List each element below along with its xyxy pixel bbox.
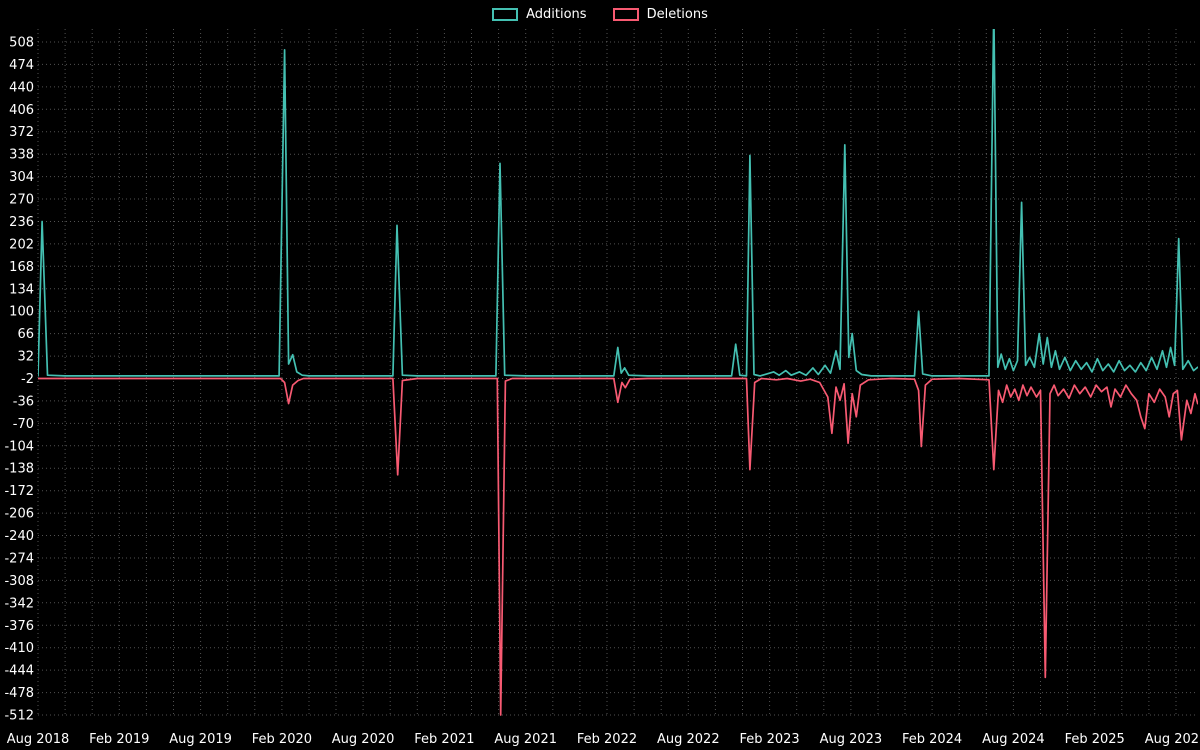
- y-tick-label: 66: [17, 327, 34, 342]
- x-tick-label: Aug 2025: [1145, 732, 1200, 747]
- y-tick-label: 236: [9, 215, 34, 230]
- y-tick-label: 440: [9, 80, 34, 95]
- y-tick-label: -70: [13, 417, 34, 432]
- y-tick-label: -376: [4, 619, 34, 634]
- x-tick-label: Feb 2024: [902, 732, 962, 747]
- x-tick-label: Feb 2019: [89, 732, 149, 747]
- y-tick-label: 406: [9, 103, 34, 118]
- y-tick-label: -2: [21, 372, 34, 387]
- legend-item-deletions: Deletions: [612, 7, 708, 22]
- y-tick-label: -478: [4, 686, 34, 701]
- y-tick-label: -104: [4, 439, 34, 454]
- x-tick-label: Aug 2023: [820, 732, 883, 747]
- deletions-line: [38, 377, 1198, 716]
- additions-swatch-icon: [492, 8, 519, 21]
- legend-label-additions: Additions: [526, 7, 587, 22]
- y-tick-label: -410: [4, 641, 34, 656]
- y-tick-label: -308: [4, 574, 34, 589]
- x-tick-label: Feb 2022: [577, 732, 637, 747]
- y-tick-label: -444: [4, 664, 34, 679]
- y-tick-label: 338: [9, 148, 34, 163]
- y-tick-label: -206: [4, 507, 34, 522]
- y-tick-label: -240: [4, 529, 34, 544]
- x-tick-label: Aug 2019: [169, 732, 232, 747]
- y-tick-label: 474: [9, 58, 34, 73]
- y-tick-label: 168: [9, 260, 34, 275]
- x-tick-label: Aug 2022: [657, 732, 720, 747]
- y-tick-label: -274: [4, 552, 34, 567]
- x-tick-label: Feb 2025: [1065, 732, 1125, 747]
- y-tick-label: 32: [17, 350, 34, 365]
- x-tick-label: Aug 2018: [7, 732, 70, 747]
- x-tick-label: Feb 2021: [414, 732, 474, 747]
- x-tick-label: Aug 2024: [982, 732, 1045, 747]
- x-tick-label: Feb 2023: [739, 732, 799, 747]
- legend-label-deletions: Deletions: [646, 7, 708, 22]
- y-tick-label: 372: [9, 125, 34, 140]
- x-tick-label: Aug 2020: [332, 732, 395, 747]
- y-tick-label: -138: [4, 462, 34, 477]
- deletions-swatch-icon: [612, 8, 639, 21]
- y-axis-labels: 508 474 440 406 372 338 304 270 236 202 168 134 100 6…: [4, 36, 34, 724]
- x-axis-labels: Aug 2018 Feb 2019 Aug 2019 Feb 2020 Aug 2020…: [7, 732, 1200, 747]
- y-tick-label: 304: [9, 170, 34, 185]
- y-tick-label: -36: [13, 394, 34, 409]
- y-tick-label: 134: [9, 282, 34, 297]
- y-tick-label: -512: [4, 709, 34, 724]
- y-tick-label: 202: [9, 237, 34, 252]
- legend-item-additions: Additions: [492, 7, 587, 22]
- y-tick-label: 270: [9, 193, 34, 208]
- chart-legend: Additions Deletions: [0, 7, 1200, 22]
- y-tick-label: 100: [9, 305, 34, 320]
- x-tick-label: Aug 2021: [494, 732, 557, 747]
- x-tick-label: Feb 2020: [252, 732, 312, 747]
- y-tick-label: -172: [4, 484, 34, 499]
- y-tick-label: -342: [4, 596, 34, 611]
- additions-line: [38, 29, 1198, 377]
- y-tick-label: 508: [9, 36, 34, 51]
